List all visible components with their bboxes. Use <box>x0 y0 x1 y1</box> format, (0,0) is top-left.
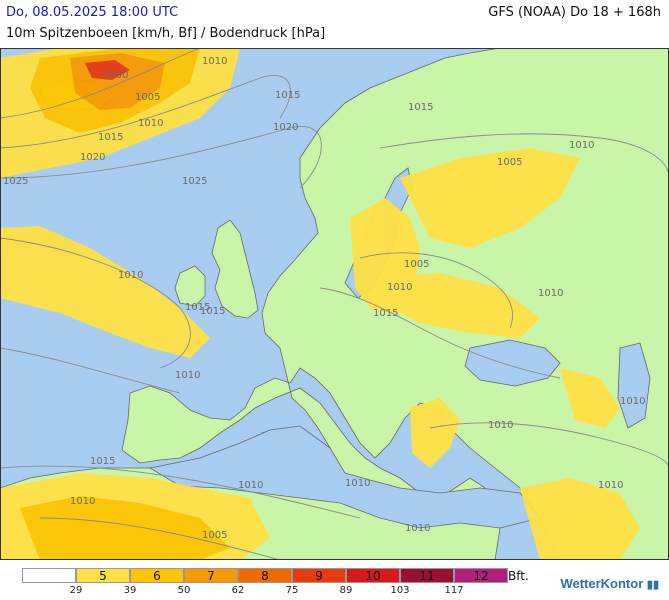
caspian-sea <box>617 342 651 429</box>
isobar-label: 1010 <box>405 523 430 534</box>
isobar-russia-1 <box>379 133 669 179</box>
legend-tick: 39 <box>123 585 137 596</box>
isobar-label: 1010 <box>202 56 227 67</box>
isobar-label: 1010 <box>620 396 645 407</box>
legend-cell: 8 <box>238 568 292 583</box>
isobar-label: 1020 <box>80 152 105 163</box>
isobar-label: 1015 <box>373 308 398 319</box>
isobar-label: 1010 <box>175 370 200 381</box>
legend-cell: 10 <box>346 568 400 583</box>
isobar-label: 1000 <box>103 70 128 81</box>
legend-cell <box>22 568 76 583</box>
isobar-north-atlantic-1 <box>0 48 201 119</box>
rising-bars-icon: ▮▮ <box>646 579 659 591</box>
isobar-southeast-europe <box>429 422 669 469</box>
isobar-azores <box>0 347 181 394</box>
gust-area-north-africa-core <box>20 496 230 560</box>
legend-tick: 103 <box>390 585 410 596</box>
isobar-label: 1010 <box>70 496 95 507</box>
isobar-label: 1010 <box>238 480 263 491</box>
legend-unit: Bft. <box>508 569 529 583</box>
gust-area-middle-east <box>520 478 640 560</box>
gust-legend: 5 6 7 8 9 10 11 12 Bft. 29 39 50 62 75 8… <box>22 568 542 598</box>
isobar-label: 1005 <box>404 259 429 270</box>
isobar-label: 1010 <box>138 118 163 129</box>
parameter-title: 10m Spitzenboeen [km/h, Bf] / Bodendruck… <box>6 26 326 41</box>
legend-cell: 7 <box>184 568 238 583</box>
gust-area-west-atlantic <box>0 226 210 358</box>
isobar-label: 1010 <box>538 288 563 299</box>
isobar-label: 1010 <box>118 270 143 281</box>
isobar-label: 1020 <box>273 122 298 133</box>
landmass-ireland <box>174 265 206 307</box>
isobar-label: 1015 <box>90 456 115 467</box>
legend-cell: 9 <box>292 568 346 583</box>
isobar-label: 1005 <box>135 92 160 103</box>
legend-cell: 12 <box>454 568 508 583</box>
isobar-label: 1010 <box>598 480 623 491</box>
valid-time: Do, 08.05.2025 18:00 UTC <box>6 5 179 20</box>
isobar-lines <box>0 48 669 560</box>
gust-area-aegean <box>410 398 460 468</box>
isobar-label: 1025 <box>3 176 28 187</box>
isobar-north-africa <box>0 465 361 519</box>
gust-area-russia <box>400 148 580 248</box>
isobar-north-atlantic-2 <box>0 74 291 149</box>
isobar-label: 1025 <box>182 176 207 187</box>
model-run: GFS (NOAA) Do 18 + 168h <box>488 5 661 20</box>
isobar-label: 1015 <box>185 302 210 313</box>
mediterranean-sea <box>148 425 541 529</box>
legend-tick: 62 <box>231 585 245 596</box>
weather-map: 1000 1005 1010 1015 1020 1025 1010 1015 … <box>0 48 669 560</box>
isobar-label: 1015 <box>200 306 225 317</box>
isobar-label: 1015 <box>275 90 300 101</box>
isobar-west-atlantic <box>0 237 191 369</box>
legend-cell: 6 <box>130 568 184 583</box>
legend-tick: 50 <box>177 585 191 596</box>
isobar-label: 1005 <box>497 157 522 168</box>
isobar-label: 1010 <box>387 282 412 293</box>
brand-name: WetterKontor <box>560 576 644 591</box>
isobar-label: 1010 <box>345 478 370 489</box>
legend-tick: 29 <box>69 585 83 596</box>
gust-area-caucasus <box>560 368 620 428</box>
isobar-labels: 1000 1005 1010 1015 1020 1025 1010 1015 … <box>3 56 645 541</box>
map-header: Do, 08.05.2025 18:00 UTC GFS (NOAA) Do 1… <box>0 0 669 46</box>
isobar-label: 1005 <box>202 530 227 541</box>
gust-shading <box>0 48 640 560</box>
legend-cell: 11 <box>400 568 454 583</box>
legend-tick: 75 <box>285 585 299 596</box>
isobar-label: 1015 <box>98 132 123 143</box>
brand-logo[interactable]: WetterKontor ▮▮ <box>560 576 659 591</box>
gust-area-russia-south <box>380 273 540 338</box>
isobar-central-europe <box>319 287 561 379</box>
legend-tick: 117 <box>444 585 464 596</box>
isobar-north-atlantic-3 <box>0 126 322 189</box>
isobar-russia-2 <box>359 252 514 329</box>
isobar-label: 1015 <box>408 102 433 113</box>
gust-area-low-peak <box>85 60 130 80</box>
landmass-great-britain <box>211 219 259 319</box>
legend-cell: 5 <box>76 568 130 583</box>
black-sea <box>464 339 561 387</box>
map-canvas: 1000 1005 1010 1015 1020 1025 1010 1015 … <box>0 48 669 560</box>
isobar-label: 1010 <box>488 420 513 431</box>
legend-tick: 89 <box>339 585 353 596</box>
isobar-sahara <box>39 517 281 560</box>
isobar-label: 1010 <box>569 140 594 151</box>
